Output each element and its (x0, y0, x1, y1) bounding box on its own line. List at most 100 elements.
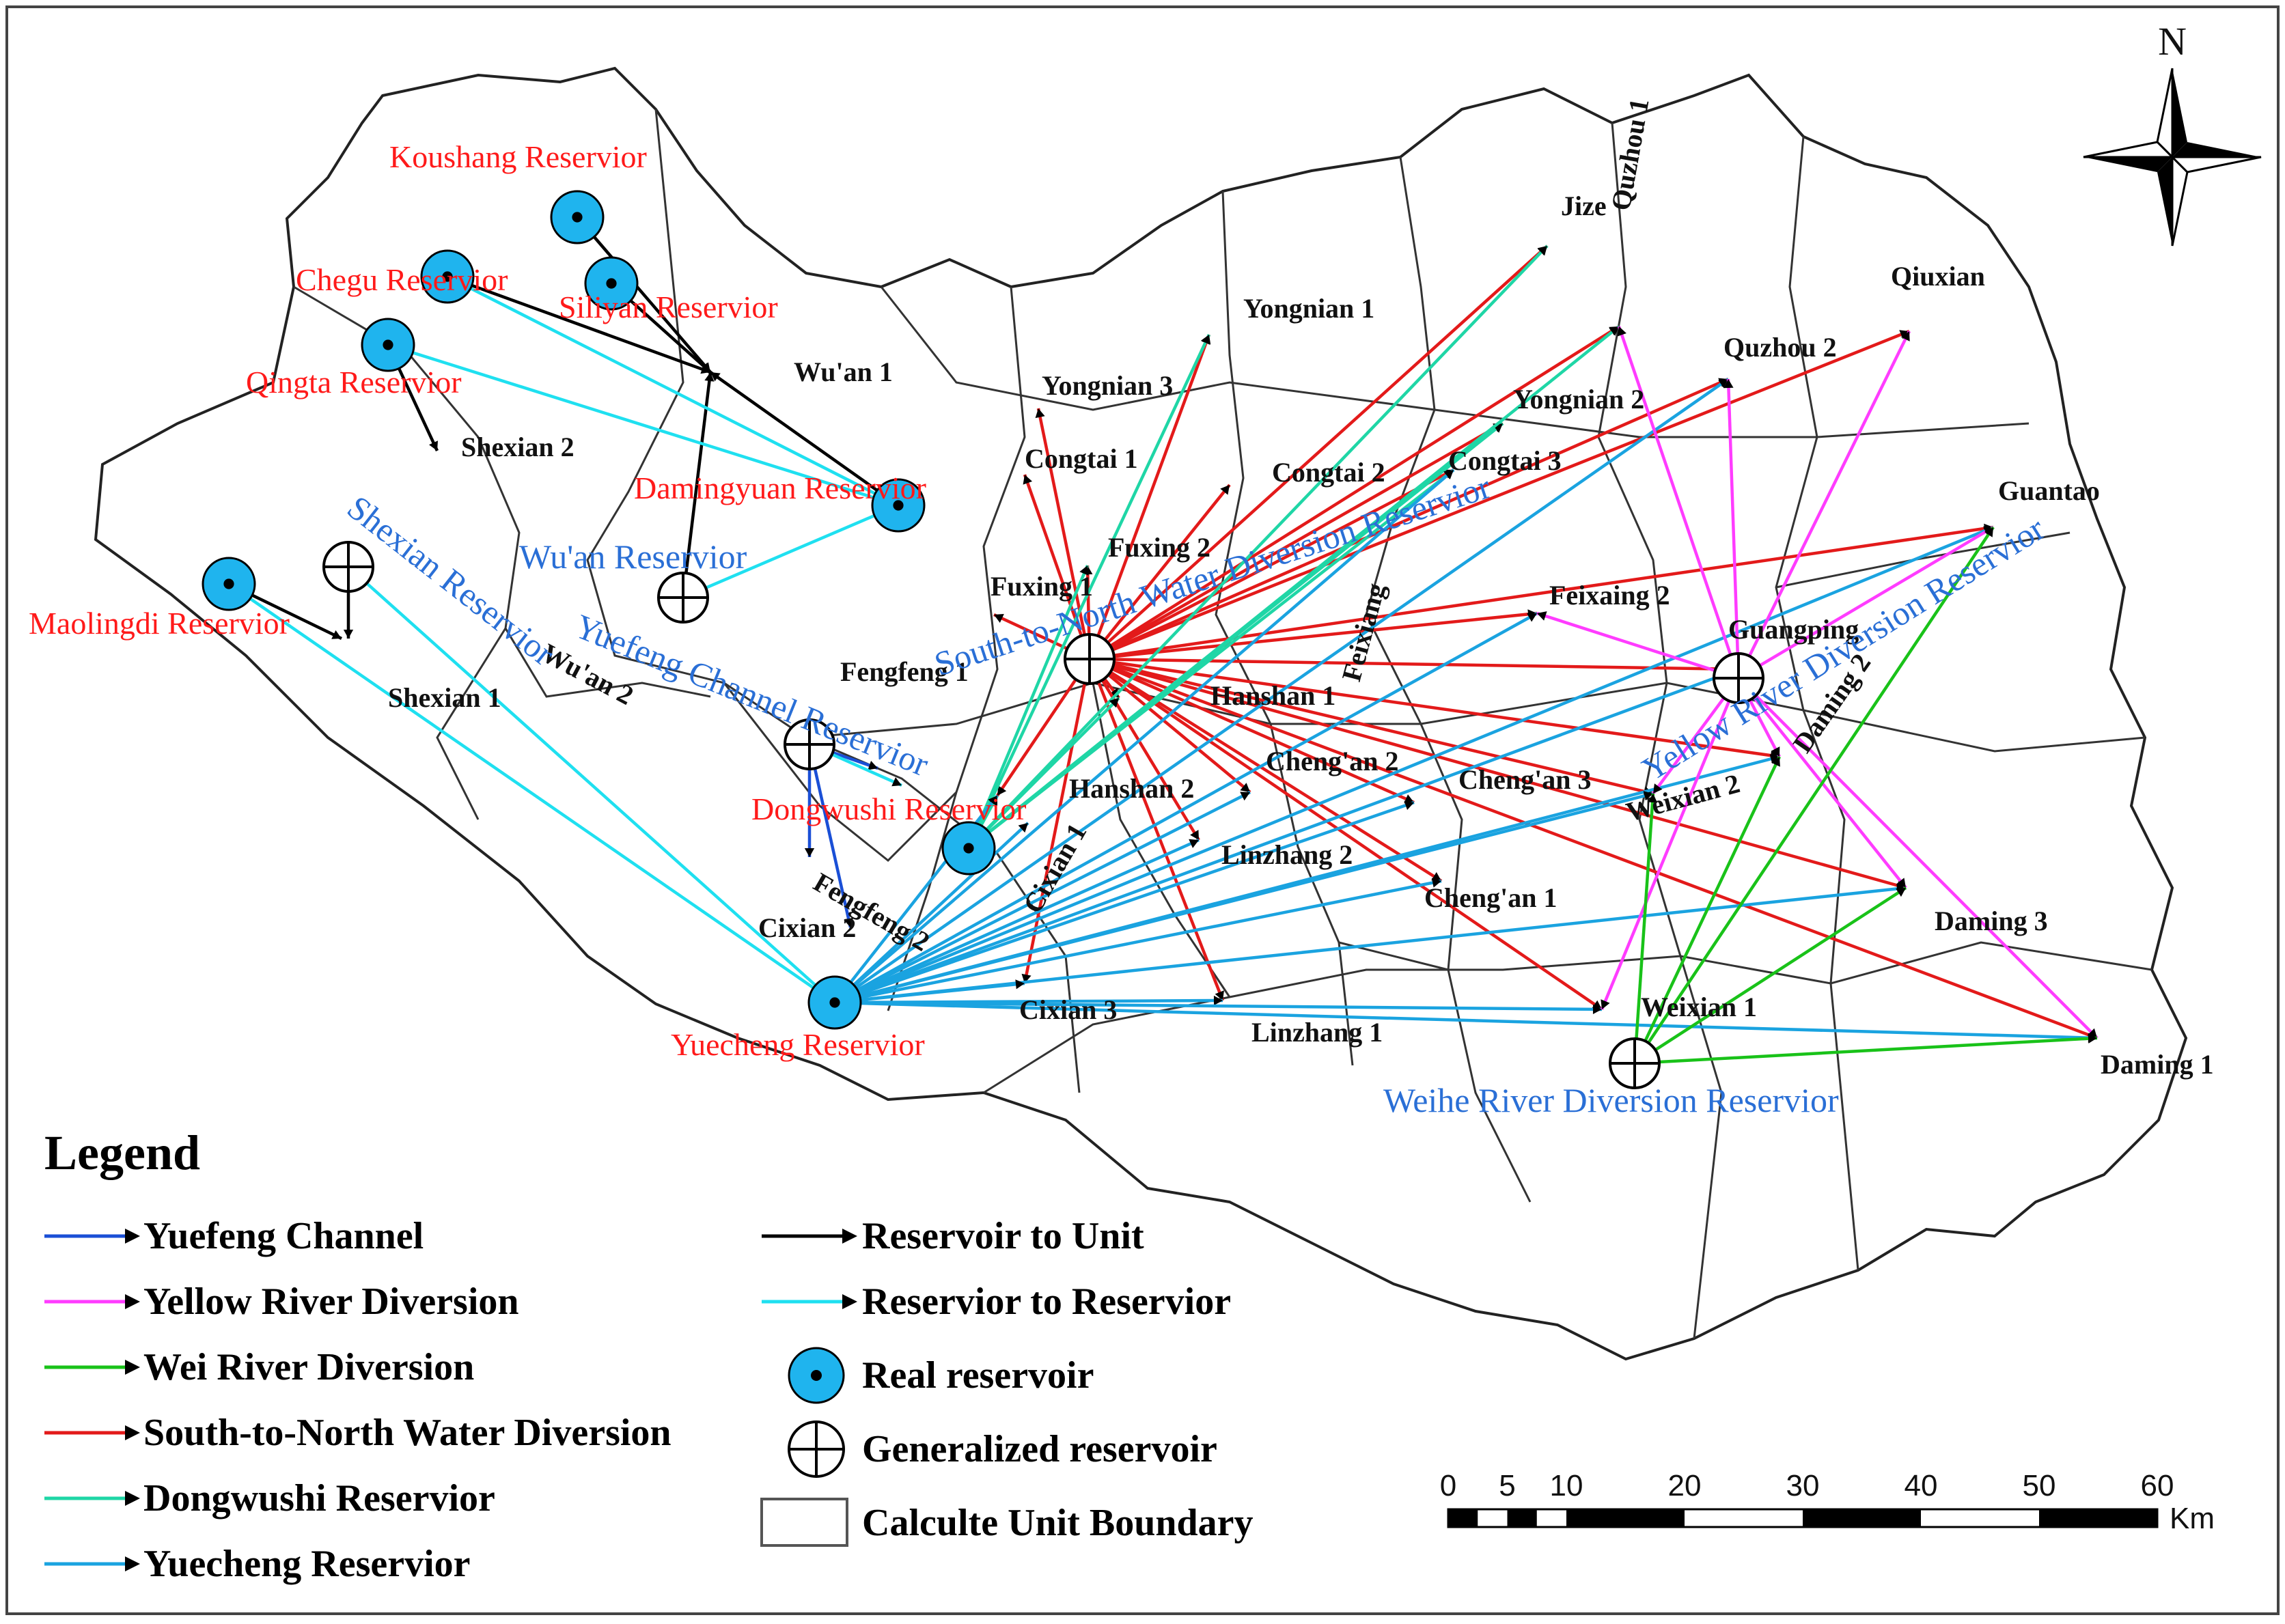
wei-river-arrowhead (2088, 1033, 2097, 1044)
legend-arrow-icon (44, 1491, 140, 1506)
unit-label-yongnian-1: Yongnian 1 (1243, 293, 1374, 324)
reservoir-to-reservoir-flow-line (682, 503, 899, 600)
wei-river-arrowhead (1984, 527, 1993, 537)
south-to-north-flow-line (1088, 658, 1225, 1001)
unit-label-linzhang-2: Linzhang 2 (1221, 839, 1353, 870)
south-to-north-flow-line (1088, 658, 1251, 794)
reservoir-label-shexian-reservior: Shexian Reservior (340, 488, 562, 673)
south-to-north-flow-line (1089, 329, 1910, 661)
south-to-north-arrowhead (997, 785, 1007, 796)
legend-arrow-icon (44, 1425, 140, 1440)
reservoir-to-unit-arrowhead (343, 630, 354, 639)
unit-label-shexian-2: Shexian 2 (461, 432, 574, 462)
reservoir-to-unit-flow-line (709, 371, 900, 507)
wei-river-arrowhead (1896, 888, 1906, 897)
unit-label-hanshan-2: Hanshan 2 (1069, 773, 1194, 804)
real-reservoir-icon (871, 478, 926, 533)
unit-label-yongnian-3: Yongnian 3 (1042, 370, 1173, 401)
dongwushi-flow-line (967, 565, 1090, 849)
reservoir-label-dongwushi-reservior: Dongwushi Reservior (751, 792, 1026, 826)
generalized-reservoir-icon (784, 718, 835, 770)
real-reservoir-icon (202, 557, 256, 611)
yuecheng-flow-line (834, 800, 1415, 1005)
unit-label-quzhou-2: Quzhou 2 (1723, 332, 1837, 363)
yuecheng-arrowhead (988, 796, 997, 806)
reservoir-to-unit-arrowhead (700, 362, 710, 372)
south-to-north-arrowhead (1899, 330, 1909, 339)
reservoir-to-reservoir-flow-line (227, 583, 836, 1004)
yuecheng-flow-line (833, 378, 1730, 1004)
legend-item-calculte-unit-boundary: Calculte Unit Boundary (862, 1502, 1254, 1544)
south-to-north-flow-line (1088, 468, 1455, 660)
yuefeng-arrowhead (868, 760, 878, 770)
south-to-north-flow-line (1088, 422, 1504, 660)
unit-label-wu-an-1: Wu'an 1 (794, 356, 893, 387)
legend-item-yellow-river-diversion: Yellow River Diversion (143, 1280, 519, 1323)
wei-river-flow-line (1633, 756, 1782, 1064)
yuecheng-flow-line (834, 1000, 1603, 1011)
legend-arrow-icon (44, 1229, 140, 1244)
reservoir-symbols (202, 190, 1764, 1089)
yuecheng-flow-line (834, 1000, 2098, 1040)
yellow-river-arrowhead (1896, 878, 1906, 888)
reservoir-to-unit-arrowhead (704, 372, 715, 382)
unit-label-cixian-2: Cixian 2 (758, 912, 856, 943)
yuecheng-arrowhead (1643, 791, 1653, 801)
legend-arrow-icon (762, 1294, 857, 1309)
dongwushi-flow-line (967, 697, 1120, 850)
south-to-north-flow-line (1036, 408, 1092, 660)
south-to-north-flow-line (996, 658, 1091, 797)
south-to-north-flow-line (1089, 657, 1739, 671)
reservoir-to-reservoir-flow-line (387, 343, 899, 507)
legend-item-reservoir-to-unit: Reservoir to Unit (862, 1215, 1144, 1257)
south-to-north-arrowhead (1404, 794, 1414, 804)
south-to-north-flow-line (1023, 474, 1092, 660)
reservoir-to-reservoir-flow-line (446, 275, 900, 507)
unit-label-guangping: Guangping (1728, 614, 1859, 645)
dongwushi-flow-line (967, 334, 1211, 849)
south-to-north-flow-line (1088, 484, 1231, 660)
south-to-north-arrowhead (994, 613, 1004, 623)
scale-tick-label: 5 (1499, 1469, 1515, 1502)
generalized-reservoir-icon (1064, 633, 1116, 685)
scale-unit-label: Km (2170, 1502, 2215, 1535)
unit-label-guantao: Guantao (1998, 475, 2100, 506)
yellow-river-flow-line (1536, 611, 1739, 680)
south-to-north-flow-line (1089, 657, 1415, 804)
scale-tick-label: 60 (2141, 1469, 2174, 1502)
unit-label-shexian-1: Shexian 1 (388, 682, 501, 713)
yuecheng-arrowhead (1431, 878, 1441, 888)
scale-tick-label: 0 (1440, 1469, 1456, 1502)
yuecheng-arrowhead (1240, 792, 1250, 801)
unit-label-cheng-an-1: Cheng'an 1 (1424, 882, 1557, 913)
generalized-reservoir-icon (322, 541, 374, 593)
north-arrow: N (2083, 19, 2262, 247)
real-reservoir-icon (941, 821, 996, 876)
yuecheng-flow-line (834, 525, 1994, 1005)
yuecheng-arrowhead (1018, 823, 1028, 833)
yellow-river-arrowhead (1653, 783, 1663, 794)
yellow-river-arrowhead (1723, 379, 1734, 389)
unit-label-cheng-an-3: Cheng'an 3 (1458, 764, 1592, 795)
real-reservoir-icon (788, 1347, 845, 1404)
wei-river-flow-line (1633, 886, 1907, 1065)
legend-item-reservior-to-reservior: Reservior to Reservior (862, 1280, 1231, 1323)
unit-label-congtai-3: Congtai 3 (1448, 445, 1562, 476)
unit-label-cheng-an-2: Cheng'an 2 (1266, 746, 1399, 776)
reservoir-label-siliyan-reservior: Siliyan Reservior (559, 290, 778, 324)
reservoir-label-chegu-reservior: Chegu Reservior (296, 262, 508, 297)
yuecheng-arrowhead (1769, 754, 1779, 764)
south-to-north-flow-line (1089, 657, 1780, 759)
unit-label-cixian-3: Cixian 3 (1019, 994, 1117, 1025)
unit-label-fuxing-2: Fuxing 2 (1108, 532, 1210, 563)
south-to-north-arrowhead (1035, 408, 1045, 419)
scale-tick-label: 20 (1668, 1469, 1702, 1502)
scale-tick-label: 50 (2023, 1469, 2056, 1502)
south-to-north-flow-line (1088, 658, 1603, 1011)
reservoir-to-unit-arrowhead (429, 440, 439, 451)
unit-label-fuxing-1: Fuxing 1 (991, 571, 1093, 602)
reservoir-label-qingta-reservior: Qingta Reservior (246, 365, 462, 400)
south-to-north-arrowhead (1220, 485, 1230, 495)
south-to-north-flow-line (1089, 657, 1907, 890)
